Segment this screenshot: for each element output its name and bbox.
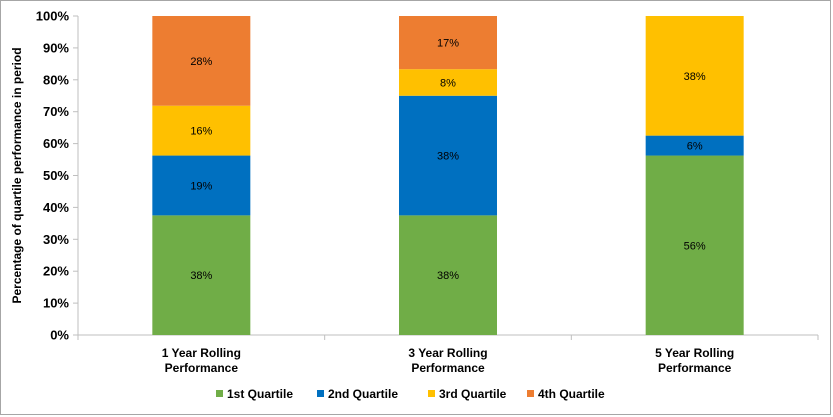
bar-segment — [399, 215, 497, 335]
legend-swatch — [527, 390, 534, 397]
y-tick-label: 30% — [43, 232, 69, 247]
y-axis-title: Percentage of quartile performance in pe… — [10, 47, 24, 303]
x-category-label: 3 Year Rolling — [408, 346, 487, 360]
y-tick-label: 10% — [43, 296, 69, 311]
y-tick-label: 0% — [50, 328, 69, 343]
y-tick-label: 50% — [43, 168, 69, 183]
data-label: 56% — [684, 240, 706, 252]
x-category-label: 1 Year Rolling — [162, 346, 241, 360]
legend-label: 4th Quartile — [538, 387, 605, 401]
bar-segment — [399, 69, 497, 96]
data-label: 38% — [437, 151, 459, 163]
bar-segment — [152, 215, 251, 335]
data-label: 17% — [437, 38, 459, 50]
legend-swatch — [216, 390, 223, 397]
x-category-label: Performance — [165, 361, 239, 375]
data-label: 8% — [440, 77, 456, 89]
data-label: 38% — [190, 270, 212, 282]
bar-segment — [152, 16, 251, 106]
x-category-label: 5 Year Rolling — [655, 346, 734, 360]
legend-label: 2nd Quartile — [328, 387, 398, 401]
data-label: 28% — [190, 56, 212, 68]
legend-label: 1st Quartile — [227, 387, 293, 401]
legend-swatch — [428, 390, 435, 397]
bar-segment — [645, 135, 744, 156]
bar-segment — [645, 155, 744, 335]
legend-label: 3rd Quartile — [439, 387, 507, 401]
bar-segment — [152, 105, 251, 156]
bar-segment — [399, 16, 497, 70]
data-label: 16% — [190, 126, 212, 138]
x-category-label: Performance — [658, 361, 732, 375]
bar-segment — [645, 16, 744, 136]
y-tick-label: 20% — [43, 264, 69, 279]
y-tick-label: 70% — [43, 104, 69, 119]
data-label: 38% — [437, 270, 459, 282]
data-label: 19% — [190, 180, 212, 192]
y-tick-label: 60% — [43, 136, 69, 151]
y-tick-label: 90% — [43, 40, 69, 55]
y-tick-label: 80% — [43, 72, 69, 87]
data-label: 38% — [684, 71, 706, 83]
bar-segment — [152, 155, 251, 216]
bar-segment — [399, 95, 497, 216]
x-category-label: Performance — [411, 361, 485, 375]
legend-swatch — [317, 390, 324, 397]
data-label: 6% — [687, 141, 703, 153]
y-tick-label: 100% — [36, 9, 70, 24]
y-tick-label: 40% — [43, 200, 69, 215]
